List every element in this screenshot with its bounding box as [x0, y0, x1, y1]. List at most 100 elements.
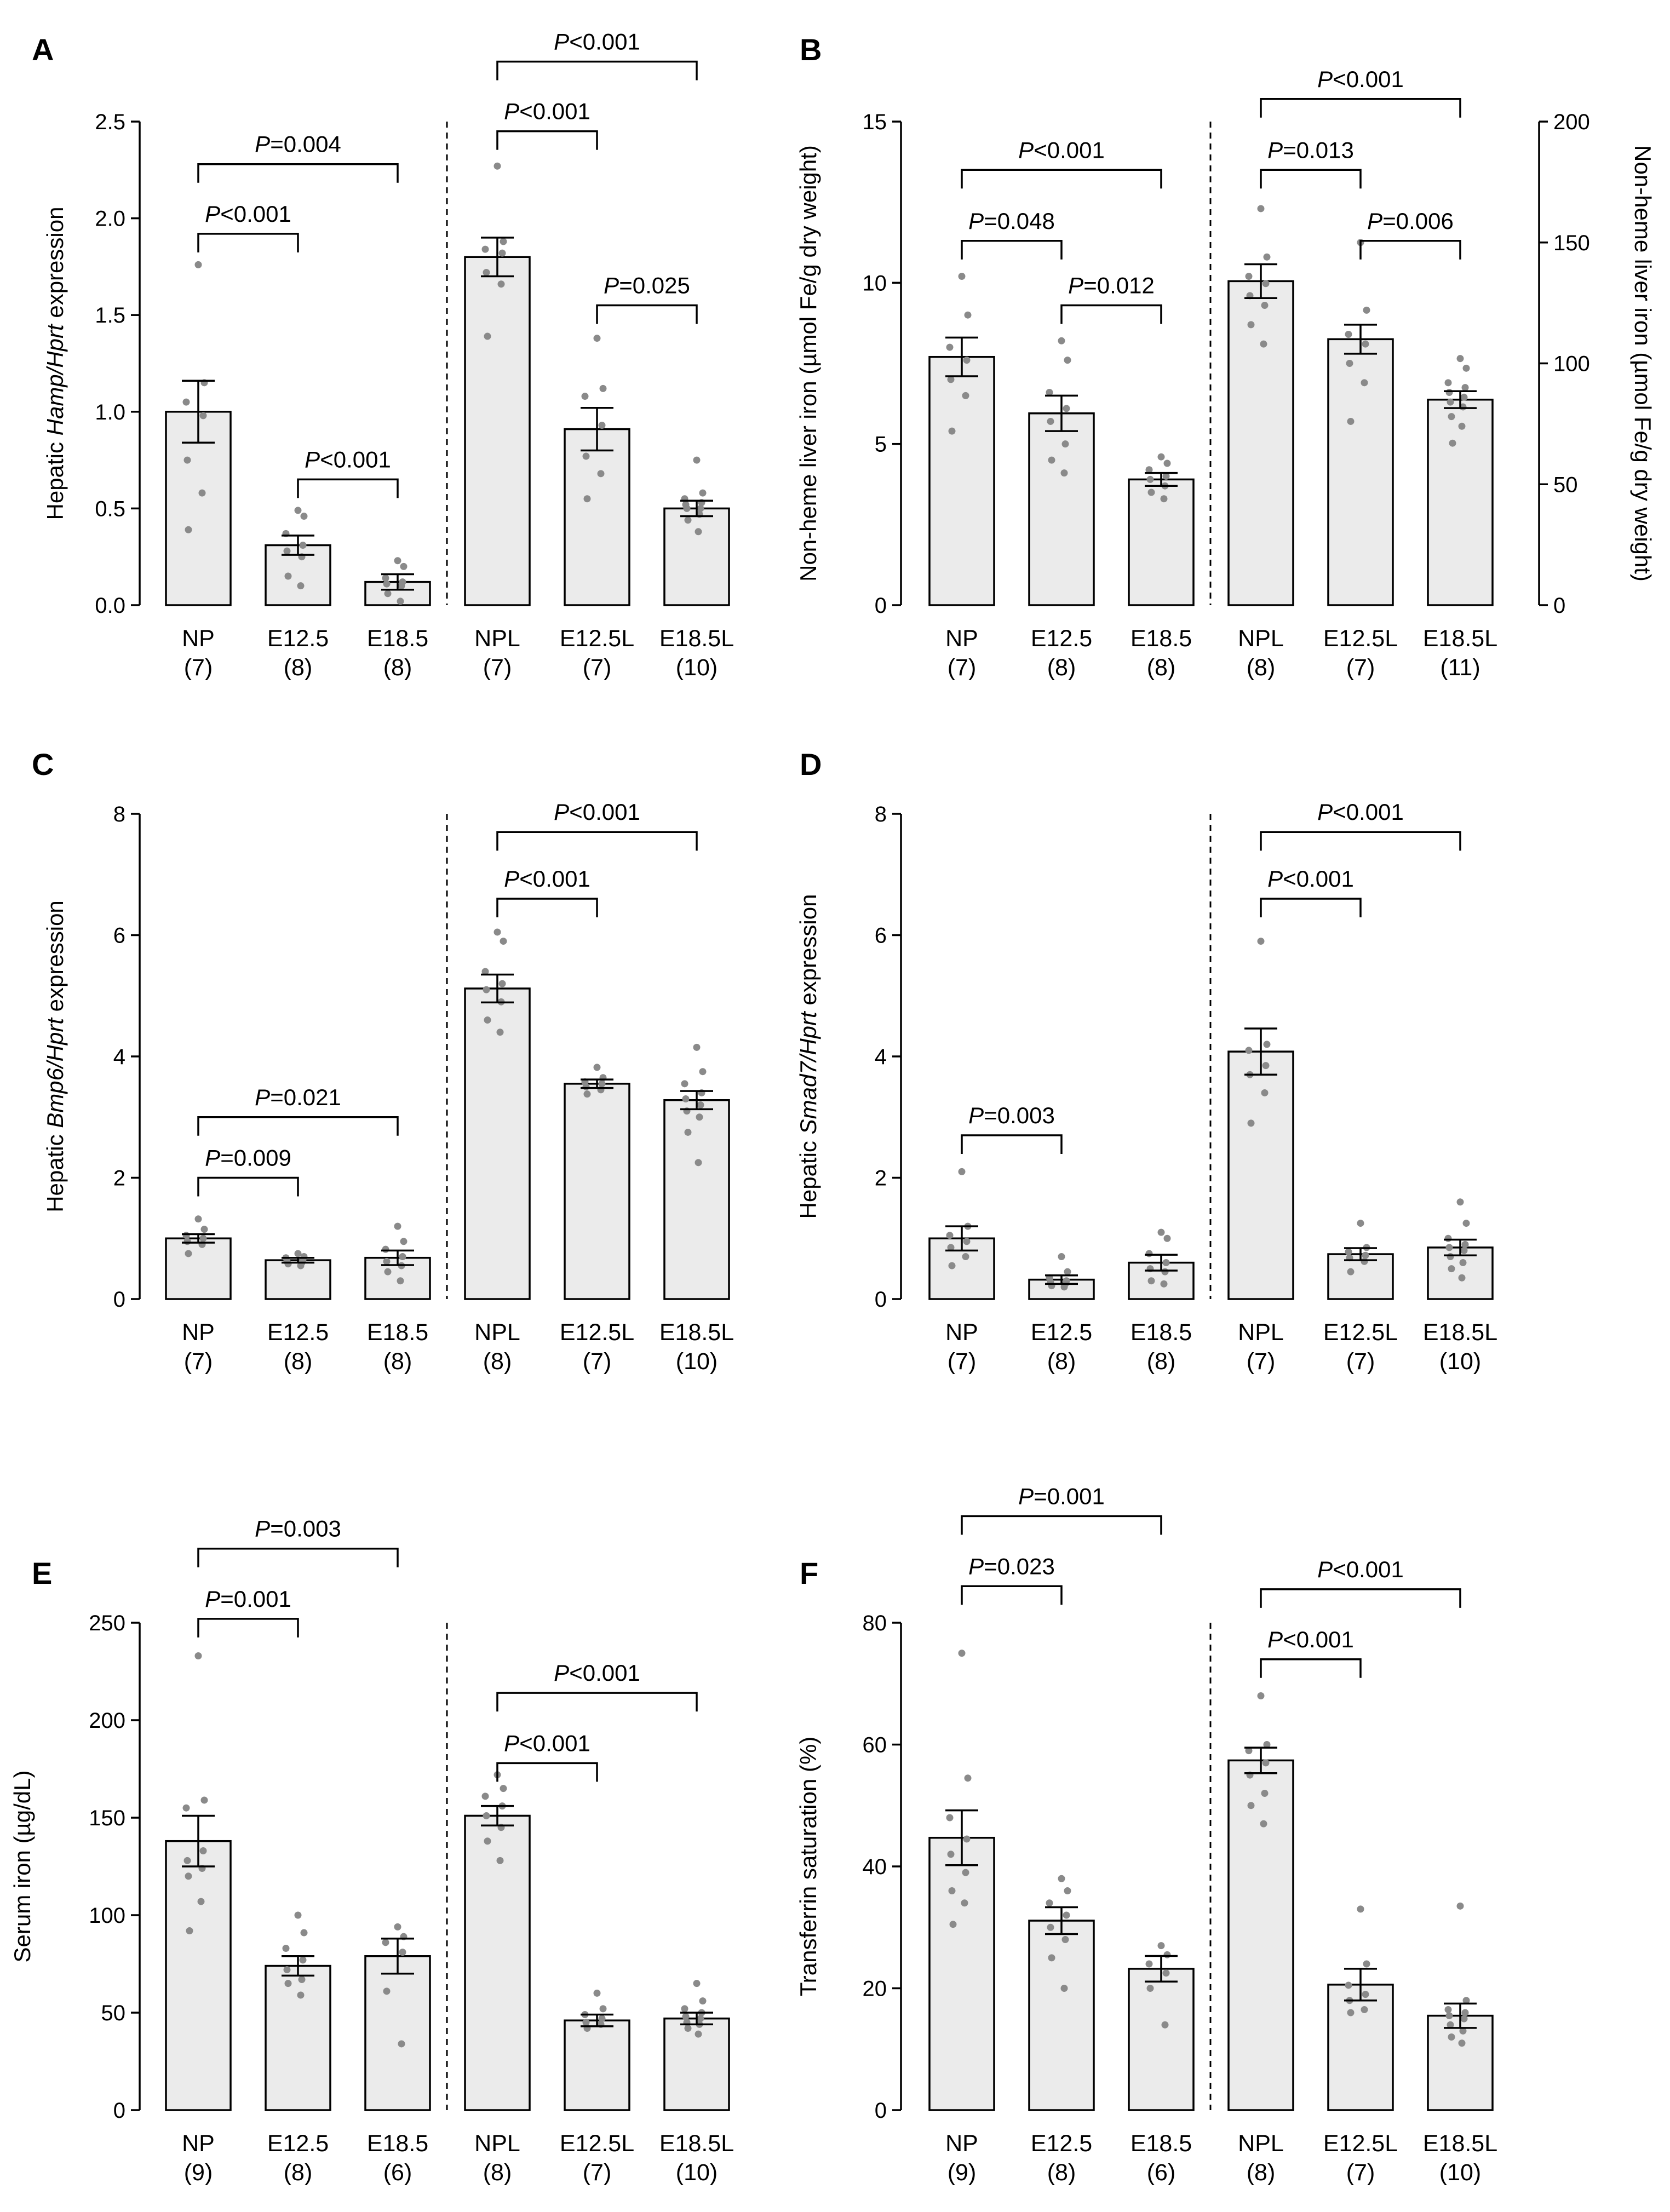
data-point [1160, 1280, 1168, 1288]
panel-e: E 0 50 100 150 200 250 Serum iron (µg/dL) NP(9) E… [9, 1516, 734, 2186]
y-tick-label: 40 [863, 1855, 887, 1879]
data-point [200, 1226, 208, 1233]
y-tick-label: 15 [863, 110, 887, 134]
data-point [284, 1980, 292, 1987]
significance-bracket [961, 1585, 1063, 1605]
data-point [194, 1215, 202, 1223]
data-point [699, 1068, 707, 1076]
data-point [283, 1966, 291, 1974]
data-point [1157, 1228, 1165, 1236]
data-point [1147, 1277, 1155, 1285]
x-category-label: E12.5 [267, 1319, 329, 1346]
data-point [397, 1277, 404, 1285]
x-sample-size-label: (8) [1047, 654, 1076, 681]
bar [1028, 1920, 1095, 2111]
panel-letter: D [800, 747, 822, 782]
y-axis-label: Non-heme liver iron (µmol Fe/g dry weigh… [795, 145, 821, 582]
data-point [946, 1232, 954, 1239]
data-point [1460, 393, 1468, 401]
data-point [1146, 475, 1154, 483]
data-point [962, 1252, 969, 1260]
data-point [1160, 495, 1168, 503]
data-point [946, 1814, 954, 1822]
bar [564, 2019, 630, 2111]
data-point [958, 1650, 966, 1657]
data-point [1456, 355, 1464, 363]
data-point [199, 1234, 207, 1242]
p-value-label: P<0.001 [1267, 1627, 1354, 1652]
data-point [1458, 422, 1466, 430]
data-point [1459, 1259, 1467, 1267]
x-category-label: E12.5L [560, 2130, 634, 2157]
p-value-label: P=0.006 [1367, 208, 1454, 234]
data-point [1058, 1252, 1065, 1260]
data-point [1146, 1985, 1154, 1992]
data-point [1145, 1250, 1153, 1257]
panel-a: A 0.0 0.5 1.0 1.5 2.0 2.5 Hepatic Hamp/Hprt exp… [32, 29, 734, 681]
y-tick-label: 0 [875, 594, 887, 618]
y-axis-label: Hepatic Bmp6/Hprt expression [42, 900, 68, 1213]
significance-bracket [496, 1692, 698, 1712]
data-point [199, 1847, 207, 1855]
significance-bracket [961, 1515, 1162, 1535]
bar [464, 256, 531, 606]
data-point [1456, 1198, 1464, 1206]
data-point [963, 1238, 971, 1245]
data-point [582, 452, 590, 460]
data-point [1444, 379, 1452, 387]
panel-letter: B [800, 32, 822, 67]
x-category-label: E12.5L [1323, 2130, 1398, 2157]
y-tick-label: 0 [113, 1288, 125, 1312]
data-point [185, 526, 192, 533]
data-point [948, 1262, 956, 1269]
x-sample-size-label: (7) [184, 654, 213, 681]
data-point [186, 1927, 193, 1934]
p-value-label: P<0.001 [554, 1660, 640, 1686]
data-point [183, 456, 191, 464]
x-sample-size-label: (8) [284, 654, 313, 681]
significance-bracket [496, 60, 698, 81]
data-point [297, 1991, 305, 1999]
significance-bracket [197, 1176, 299, 1197]
data-point [683, 504, 691, 512]
y-tick-label: 200 [89, 1709, 125, 1733]
data-point [699, 489, 707, 497]
data-point [493, 162, 501, 170]
x-category-label: NP [182, 625, 215, 652]
x-sample-size-label: (8) [1047, 2159, 1076, 2186]
data-point [182, 398, 190, 406]
p-value-label: P<0.001 [504, 99, 590, 124]
p-value-label: P<0.001 [504, 866, 590, 892]
data-point [1447, 398, 1454, 406]
data-point [185, 1872, 192, 1880]
data-point [1064, 1268, 1071, 1276]
p-value-label: P=0.009 [205, 1145, 291, 1171]
x-category-label: NPL [474, 625, 520, 652]
data-point [697, 504, 704, 512]
x-sample-size-label: (6) [1147, 2159, 1176, 2186]
data-point [1163, 1951, 1171, 1958]
x-category-label: E18.5L [659, 1319, 734, 1346]
bar [1028, 412, 1095, 606]
x-sample-size-label: (10) [1439, 2159, 1481, 2186]
data-point [1447, 1252, 1454, 1260]
y-tick-label: 1.5 [95, 303, 125, 328]
data-point [1363, 1960, 1370, 1968]
y-tick-label: 8 [875, 802, 887, 826]
data-point [496, 1857, 504, 1864]
data-point [1262, 280, 1270, 288]
data-point [598, 422, 606, 429]
data-point [1361, 379, 1368, 387]
data-point [1357, 1905, 1364, 1913]
p-value-label: P<0.001 [554, 29, 640, 55]
bar [1427, 1246, 1494, 1300]
bar [564, 1083, 630, 1300]
data-point [1245, 1047, 1253, 1054]
data-point [1347, 417, 1355, 425]
data-point [1048, 1954, 1055, 1962]
data-point [1063, 405, 1070, 412]
significance-bracket [1260, 169, 1362, 189]
significance-bracket [1359, 240, 1461, 260]
significance-bracket [197, 1547, 399, 1567]
